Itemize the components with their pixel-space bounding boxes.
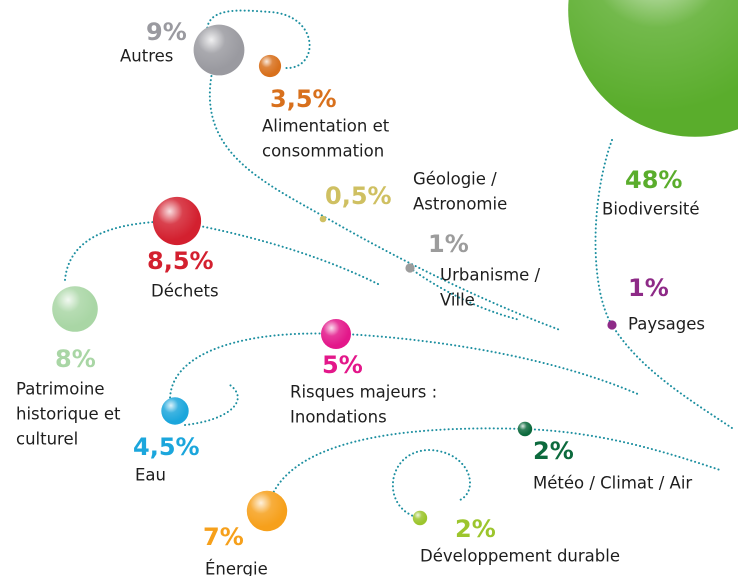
category-label: Autres <box>120 47 173 66</box>
bubble <box>320 216 327 223</box>
category-label: Météo / Climat / Air <box>533 474 692 493</box>
bubble <box>607 320 616 329</box>
percentage-label: 4,5% <box>133 433 200 461</box>
category-label: Développement durable <box>420 547 620 566</box>
percentage-label: 9% <box>146 18 187 46</box>
category-label: Urbanisme / <box>440 266 541 285</box>
bubble-shine <box>52 286 98 332</box>
category-label: Inondations <box>290 408 387 427</box>
category-label: Risques majeurs : <box>290 383 437 402</box>
bubble-shine <box>568 0 738 137</box>
percentage-label: 8% <box>55 345 96 373</box>
bubble-shine <box>247 491 287 531</box>
category-label: culturel <box>16 430 78 449</box>
percentage-label: 5% <box>322 351 363 379</box>
category-label: Astronomie <box>413 195 507 214</box>
category-label: Paysages <box>628 315 705 334</box>
bubble-shine <box>518 422 532 436</box>
percentage-label: 3,5% <box>270 85 337 113</box>
percentage-label: 0,5% <box>325 182 392 210</box>
bubble-shine <box>321 319 351 349</box>
category-label: Ville <box>440 291 475 310</box>
percentage-label: 8,5% <box>147 247 214 275</box>
category-label: Énergie <box>205 560 268 576</box>
bubble <box>405 263 414 272</box>
category-label: consommation <box>262 142 384 161</box>
percentage-label: 1% <box>628 274 669 302</box>
bubble-shine <box>194 25 245 76</box>
category-label: Alimentation et <box>262 117 390 136</box>
percentage-label: 48% <box>625 166 682 194</box>
bubble-shine <box>161 397 188 424</box>
category-label: Eau <box>135 466 166 485</box>
category-label: Géologie / <box>413 170 497 189</box>
chart: 9%Autres 3,5% Alimentation et consommation 0… <box>0 0 738 576</box>
category-label: Déchets <box>151 282 219 301</box>
category-label: Patrimoine <box>16 380 105 399</box>
category-label: Biodiversité <box>602 200 700 219</box>
bubble-shine <box>259 55 281 77</box>
percentage-label: 1% <box>428 230 469 258</box>
bubble-shine <box>153 197 201 245</box>
percentage-label: 2% <box>533 437 574 465</box>
percentage-label: 7% <box>203 523 244 551</box>
percentage-label: 2% <box>455 515 496 543</box>
category-label: historique et <box>16 405 121 424</box>
bubble-shine <box>413 511 427 525</box>
